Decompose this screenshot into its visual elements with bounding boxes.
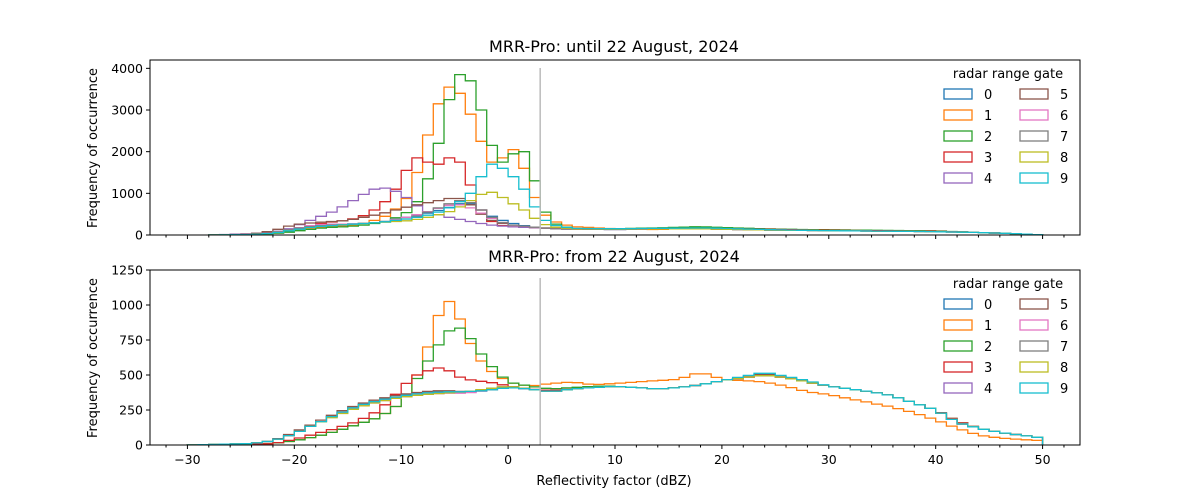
legend-swatch-gate-2 [943, 130, 973, 142]
x-tick-label: 20 [714, 452, 730, 467]
legend-label-gate-5: 5 [1060, 88, 1068, 103]
y-tick-label: 1000 [111, 186, 143, 201]
legend-label-gate-7: 7 [1060, 130, 1068, 145]
top-y-axis-label: Frequency of occurrence [86, 68, 101, 228]
bottom-panel-title: MRR-Pro: from 22 August, 2024 [488, 247, 740, 266]
legend-swatch-gate-9 [1019, 382, 1049, 394]
legend-title: radar range gate [953, 277, 1063, 292]
legend-label-gate-9: 9 [1060, 382, 1068, 397]
legend-label-gate-2: 2 [984, 340, 992, 355]
y-tick-label: 250 [119, 403, 143, 418]
legend-label-gate-6: 6 [1060, 109, 1068, 124]
top-panel-title: MRR-Pro: until 22 August, 2024 [489, 37, 739, 56]
legend-swatch-gate-0 [943, 88, 973, 100]
legend-swatch-gate-5 [1019, 298, 1049, 310]
legend-label-gate-9: 9 [1060, 172, 1068, 187]
legend-label-gate-5: 5 [1060, 298, 1068, 313]
plot-background [150, 60, 1080, 235]
legend-title: radar range gate [953, 67, 1063, 82]
x-tick-label: 0 [504, 452, 512, 467]
legend-label-gate-8: 8 [1060, 151, 1068, 166]
x-axis-label: Reflectivity factor (dBZ) [536, 474, 691, 489]
histogram-series-gate-9 [208, 163, 1044, 236]
legend-label-gate-0: 0 [984, 298, 992, 313]
x-tick-label: 30 [821, 452, 837, 467]
legend-label-gate-6: 6 [1060, 319, 1068, 334]
legend-label-gate-3: 3 [984, 361, 992, 376]
legend-swatch-gate-3 [943, 361, 973, 373]
legend-swatch-gate-4 [943, 172, 973, 184]
top-histogram-panel: MRR-Pro: until 22 August, 2024 Frequency… [86, 37, 1081, 243]
x-tick-label: 10 [607, 452, 623, 467]
legend-swatch-gate-2 [943, 340, 973, 352]
legend-label-gate-1: 1 [984, 319, 992, 334]
x-tick-label: −30 [174, 452, 200, 467]
plot-background [150, 270, 1080, 445]
y-tick-label: 2000 [111, 144, 143, 159]
legend-swatch-gate-0 [943, 298, 973, 310]
legend-swatch-gate-8 [1019, 151, 1049, 163]
legend-swatch-gate-5 [1019, 88, 1049, 100]
x-tick-label: 50 [1035, 452, 1051, 467]
bottom-y-axis-label: Frequency of occurrence [86, 278, 101, 438]
legend-swatch-gate-6 [1019, 109, 1049, 121]
legend-label-gate-8: 8 [1060, 361, 1068, 376]
y-tick-label: 0 [135, 228, 143, 243]
y-tick-label: 4000 [111, 61, 143, 76]
legend-swatch-gate-1 [943, 109, 973, 121]
legend-swatch-gate-1 [943, 319, 973, 331]
legend-label-gate-2: 2 [984, 130, 992, 145]
legend-swatch-gate-7 [1019, 130, 1049, 142]
y-tick-label: 1000 [111, 298, 143, 313]
legend-swatch-gate-9 [1019, 172, 1049, 184]
y-tick-label: 500 [119, 368, 143, 383]
legend-label-gate-7: 7 [1060, 340, 1068, 355]
x-tick-label: −10 [388, 452, 414, 467]
legend-swatch-gate-6 [1019, 319, 1049, 331]
histogram-series-gate-9 [186, 372, 1044, 446]
y-tick-label: 1250 [111, 263, 143, 278]
legend-label-gate-4: 4 [984, 382, 992, 397]
legend-swatch-gate-8 [1019, 361, 1049, 373]
bottom-histogram-panel: MRR-Pro: from 22 August, 2024 Frequency … [86, 247, 1081, 489]
y-tick-label: 0 [135, 438, 143, 453]
legend-swatch-gate-4 [943, 382, 973, 394]
y-tick-label: 3000 [111, 103, 143, 118]
legend-label-gate-1: 1 [984, 109, 992, 124]
legend-label-gate-3: 3 [984, 151, 992, 166]
x-tick-label: −20 [281, 452, 307, 467]
legend-swatch-gate-3 [943, 151, 973, 163]
x-tick-label: 40 [928, 452, 944, 467]
legend-label-gate-4: 4 [984, 172, 992, 187]
legend-swatch-gate-7 [1019, 340, 1049, 352]
legend-label-gate-0: 0 [984, 88, 992, 103]
y-tick-label: 750 [119, 333, 143, 348]
